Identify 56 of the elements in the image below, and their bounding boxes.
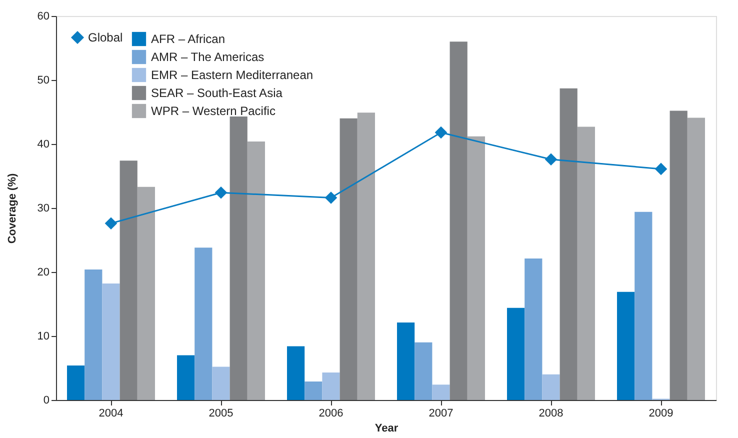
- bar: [212, 366, 230, 400]
- bar: [542, 374, 560, 400]
- bar: [524, 258, 542, 400]
- bar: [120, 160, 138, 400]
- y-tick-label: 30: [37, 202, 50, 214]
- bar: [432, 384, 450, 400]
- bar: [634, 212, 652, 400]
- bar: [67, 365, 85, 400]
- x-tick-label: 2006: [318, 408, 344, 420]
- bar: [507, 308, 525, 400]
- bar: [194, 248, 212, 400]
- bar: [230, 116, 248, 400]
- bar: [247, 141, 265, 400]
- bar: [687, 118, 705, 400]
- legend-label: AMR – The Americas: [151, 50, 264, 64]
- y-tick-label: 10: [37, 330, 50, 342]
- bar: [617, 292, 635, 400]
- point: [545, 154, 557, 166]
- bar: [177, 355, 195, 400]
- bar: [577, 126, 595, 400]
- x-tick-label: 2005: [208, 408, 234, 420]
- bar: [102, 284, 120, 400]
- x-axis-title: Year: [374, 422, 399, 434]
- y-axis-title: Coverage (%): [6, 173, 18, 244]
- legend-label: EMR – Eastern Mediterranean: [151, 68, 314, 82]
- bar: [304, 381, 322, 400]
- x-tick-label: 2007: [428, 408, 454, 420]
- y-tick-label: 0: [43, 394, 50, 406]
- bar: [670, 110, 688, 400]
- bar: [414, 342, 432, 400]
- bar: [467, 136, 485, 400]
- x-tick-label: 2004: [98, 408, 124, 420]
- x-tick-label: 2008: [538, 408, 564, 420]
- y-tick-label: 20: [37, 266, 50, 278]
- point: [435, 126, 447, 138]
- point: [655, 163, 667, 175]
- bar: [322, 372, 340, 400]
- x-tick-label: 2009: [648, 408, 674, 420]
- bar: [357, 112, 375, 400]
- y-tick-label: 50: [37, 74, 50, 86]
- legend-label: Global: [88, 30, 123, 44]
- point: [105, 218, 117, 230]
- bar: [84, 269, 102, 400]
- bar: [560, 88, 578, 400]
- legend-label: WPR – Western Pacific: [151, 104, 276, 118]
- point: [215, 186, 227, 198]
- bar: [287, 346, 305, 400]
- bar: [450, 42, 468, 400]
- legend-label: AFR – African: [151, 32, 226, 46]
- bar: [397, 322, 415, 400]
- bar: [137, 186, 155, 400]
- point: [325, 192, 337, 204]
- bar: [340, 118, 358, 400]
- y-tick-label: 40: [37, 138, 50, 150]
- y-tick-label: 60: [37, 10, 50, 22]
- legend-label: SEAR – South-East Asia: [151, 86, 283, 100]
